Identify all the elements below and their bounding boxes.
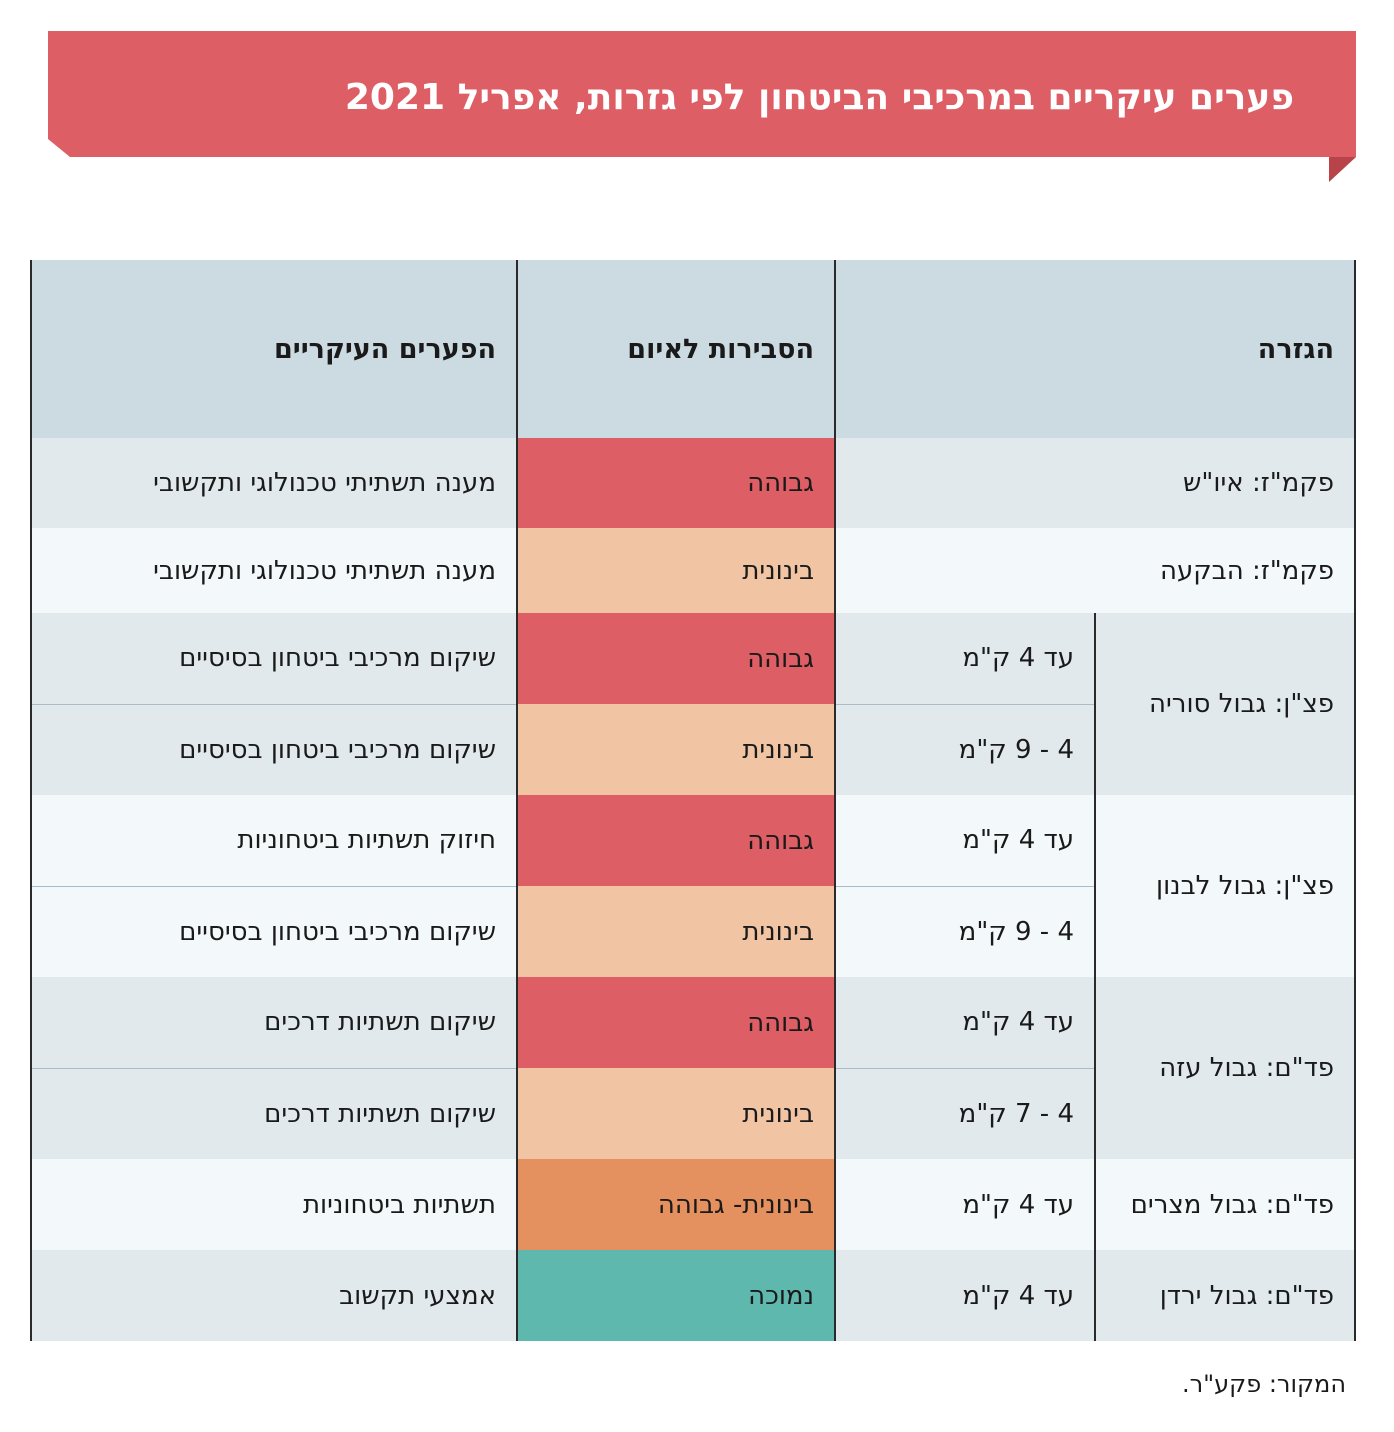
table-row: פקמ"ז: איו"ש גבוהה מענה תשתיתי טכנולוגי … bbox=[31, 438, 1356, 528]
header-probability: הסבירות לאיום bbox=[516, 260, 835, 438]
sector-cell: פד"ם: גבול מצרים bbox=[1094, 1159, 1356, 1250]
table-row: 4 - 9 ק"מ בינונית שיקום מרכיבי ביטחון בס… bbox=[31, 885, 1355, 977]
distance-cell: עד 4 ק"מ bbox=[833, 977, 1096, 1068]
gap-cell: מענה תשתיתי טכנולוגי ותקשובי bbox=[31, 438, 517, 528]
header-sector: הגזרה bbox=[833, 260, 1356, 438]
sector-cell: פקמ"ז: הבקעה bbox=[833, 528, 1356, 613]
title-banner bbox=[48, 31, 1356, 157]
gap-cell: שיקום תשתיות דרכים bbox=[31, 1067, 517, 1159]
probability-cell: גבוהה bbox=[516, 438, 835, 528]
gap-cell: שיקום מרכיבי ביטחון בסיסיים bbox=[31, 613, 517, 704]
table-row: פצ"ן: גבול לבנון עד 4 ק"מ גבוהה חיזוק תש… bbox=[31, 795, 1356, 977]
distance-cell: 4 - 9 ק"מ bbox=[833, 703, 1096, 795]
probability-cell: בינונית bbox=[516, 886, 835, 977]
gap-cell: שיקום מרכיבי ביטחון בסיסיים bbox=[31, 703, 517, 795]
table-row: 4 - 9 ק"מ בינונית שיקום מרכיבי ביטחון בס… bbox=[31, 703, 1355, 795]
banner-fold bbox=[1329, 157, 1356, 182]
sector-cell: פצ"ן: גבול סוריה bbox=[1094, 613, 1356, 795]
sector-cell: פצ"ן: גבול לבנון bbox=[1094, 795, 1356, 977]
probability-cell: נמוכה bbox=[516, 1250, 835, 1341]
gap-cell: מענה תשתיתי טכנולוגי ותקשובי bbox=[31, 528, 517, 613]
table-row: פצ"ן: גבול סוריה עד 4 ק"מ גבוהה שיקום מר… bbox=[31, 613, 1356, 795]
distance-cell: 4 - 9 ק"מ bbox=[833, 885, 1096, 977]
gap-cell: אמצעי תקשוב bbox=[31, 1250, 517, 1341]
sector-cell: פד"ם: גבול ירדן bbox=[1094, 1250, 1356, 1341]
sector-cell: פד"ם: גבול עזה bbox=[1094, 977, 1356, 1159]
distance-cell: עד 4 ק"מ bbox=[833, 795, 1096, 886]
table-row: פד"ם: גבול ירדן עד 4 ק"מ נמוכה אמצעי תקש… bbox=[31, 1250, 1356, 1341]
table-header-row: הגזרה הסבירות לאיום הפערים העיקריים bbox=[31, 260, 1356, 438]
distance-cell: עד 4 ק"מ bbox=[833, 1250, 1096, 1341]
probability-cell: גבוהה bbox=[516, 795, 835, 886]
probability-cell: גבוהה bbox=[516, 977, 835, 1068]
page-title: פערים עיקריים במרכיבי הביטחון לפי גזרות,… bbox=[344, 77, 1294, 118]
probability-cell: גבוהה bbox=[516, 613, 835, 704]
table-row: פד"ם: גבול מצרים עד 4 ק"מ בינונית- גבוהה… bbox=[31, 1159, 1356, 1250]
gap-cell: תשתיות ביטחוניות bbox=[31, 1159, 517, 1250]
gap-cell: חיזוק תשתיות ביטחוניות bbox=[31, 795, 517, 886]
distance-cell: עד 4 ק"מ bbox=[833, 1159, 1096, 1250]
table-row: 4 - 7 ק"מ בינונית שיקום תשתיות דרכים bbox=[31, 1067, 1355, 1159]
probability-cell: בינונית bbox=[516, 528, 835, 613]
security-gaps-table: הגזרה הסבירות לאיום הפערים העיקריים פקמ"… bbox=[30, 260, 1357, 1341]
gap-cell: שיקום מרכיבי ביטחון בסיסיים bbox=[31, 885, 517, 977]
sector-cell: פקמ"ז: איו"ש bbox=[833, 438, 1356, 528]
probability-cell: בינונית- גבוהה bbox=[516, 1159, 835, 1250]
distance-cell: 4 - 7 ק"מ bbox=[833, 1067, 1096, 1159]
gap-cell: שיקום תשתיות דרכים bbox=[31, 977, 517, 1068]
header-gaps: הפערים העיקריים bbox=[31, 260, 517, 438]
probability-cell: בינונית bbox=[516, 704, 835, 795]
table-row: פקמ"ז: הבקעה בינונית מענה תשתיתי טכנולוג… bbox=[31, 528, 1356, 613]
source-note: המקור: פקע"ר. bbox=[1181, 1370, 1346, 1398]
distance-cell: עד 4 ק"מ bbox=[833, 613, 1096, 704]
probability-cell: בינונית bbox=[516, 1068, 835, 1159]
table-row: פד"ם: גבול עזה עד 4 ק"מ גבוהה שיקום תשתי… bbox=[31, 977, 1356, 1159]
